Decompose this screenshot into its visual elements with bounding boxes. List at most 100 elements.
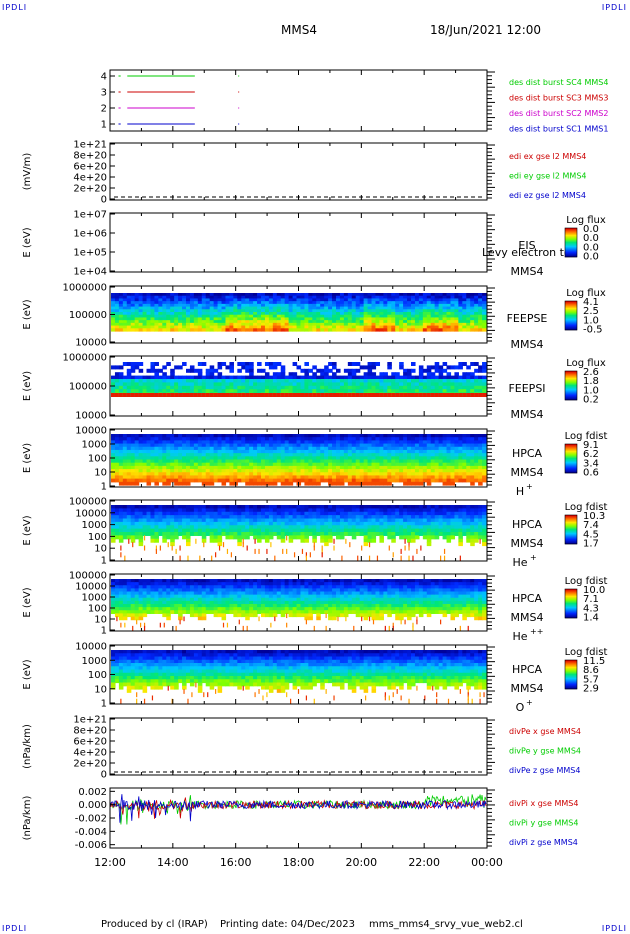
spectrogram-cell (201, 505, 207, 509)
spectrogram-cell (351, 518, 357, 523)
colorbar-swatch (565, 446, 577, 448)
spectrogram-cell (300, 434, 306, 438)
spectrogram-cell (482, 314, 487, 319)
spectrogram-cell (363, 528, 369, 533)
spectrogram-cell (414, 478, 420, 483)
spectrogram-cell (229, 293, 234, 297)
spectrogram-cell (343, 382, 349, 387)
spectrogram-cell (134, 317, 140, 321)
spectrogram-cell (395, 317, 400, 321)
spectrogram-cell (126, 521, 132, 526)
spectrogram-cell (296, 515, 302, 520)
spectrogram-cell (162, 437, 167, 441)
spectrogram-cell (446, 393, 452, 397)
spectrogram-cell (308, 469, 313, 473)
spectrogram-cell (371, 518, 377, 523)
spectrogram-cell (438, 314, 444, 319)
spectrogram-cell (438, 309, 444, 313)
spectrogram-cell (272, 328, 278, 332)
spectrogram-cell (249, 515, 254, 520)
spectrogram-cell (225, 453, 231, 457)
spectrogram-cell (450, 449, 456, 454)
spectrogram-cell (478, 298, 483, 302)
spectrogram-cell (170, 505, 175, 509)
spectrogram-cell (233, 521, 238, 526)
spectrogram-cell (470, 375, 475, 380)
spectrogram-cell (130, 385, 136, 390)
spectrogram-cell (280, 449, 286, 454)
spectrogram-cell (138, 505, 144, 509)
spectrogram-cell (138, 382, 144, 387)
spectrogram-cell (130, 312, 136, 316)
spectrogram-cell (359, 475, 365, 480)
spectrogram-cell (257, 434, 262, 438)
spectrogram-cell (118, 453, 124, 457)
spectrogram-cell (186, 538, 191, 543)
spectrogram-cell (300, 518, 306, 523)
spectrogram-cell (261, 382, 266, 387)
spectrogram-cell (375, 478, 381, 483)
colorbar-swatch (565, 320, 577, 322)
spectrogram-cell (237, 303, 242, 308)
spectrogram-cell (408, 542, 410, 548)
colorbar-swatch (565, 249, 577, 251)
spectrogram-cell (217, 508, 223, 513)
spectrogram-cell (118, 538, 124, 543)
spectrogram-cell (312, 322, 317, 327)
colorbar-tick-label: 1.0 (583, 385, 599, 396)
spectrogram-cell (292, 515, 298, 520)
spectrogram-cell (182, 320, 187, 324)
spectrogram-cell (414, 437, 420, 441)
spectrogram-cell (122, 469, 128, 473)
spectrogram-cell (257, 456, 262, 461)
spectrogram-cell (276, 465, 282, 470)
colorbar-swatch (565, 454, 577, 456)
spectrogram-cell (158, 437, 163, 441)
spectrogram-cell (284, 309, 290, 313)
spectrogram-cell (261, 325, 266, 329)
spectrogram-cell (197, 508, 203, 513)
spectrogram-cell (182, 449, 187, 454)
spectrogram-cell (217, 309, 223, 313)
spectrogram-cell (264, 295, 270, 300)
spectrogram-cell (403, 434, 408, 438)
spectrogram-cell (241, 456, 246, 461)
spectrogram-cell (371, 515, 377, 520)
spectrogram-cell (225, 365, 231, 370)
spectrogram-cell (434, 465, 440, 470)
spectrogram-cell (482, 475, 487, 480)
spectrogram-cell (174, 532, 179, 536)
spectrogram-cell (355, 306, 361, 310)
spectrogram-cell (174, 443, 179, 448)
spectrogram-cell (118, 372, 124, 377)
spectrogram-cell (288, 465, 294, 470)
spectrogram-cell (237, 295, 242, 300)
spectrogram-cell (276, 505, 282, 509)
spectrogram-cell (272, 298, 278, 302)
spectrogram-cell (411, 362, 416, 366)
spectrogram-cell (426, 453, 432, 457)
spectrogram-cell (308, 515, 313, 520)
spectrogram-cell (178, 437, 183, 441)
instrument-name: FEEPSE (507, 312, 548, 325)
spectrogram-cell (158, 453, 163, 457)
spectrogram-cell (411, 508, 416, 513)
spectrogram-cell (189, 525, 195, 530)
spectrogram-cell (379, 314, 384, 319)
spectrogram-cell (284, 525, 290, 530)
spectrogram-cell (300, 314, 306, 319)
spectrogram-cell (359, 382, 365, 387)
spectrogram-cell (280, 295, 286, 300)
spectrogram-cell (233, 518, 238, 523)
spectrogram-cell (438, 325, 444, 329)
spectrogram-cell (158, 368, 163, 373)
spectrogram-cell (411, 389, 416, 394)
spectrogram-cell (304, 301, 309, 305)
spectrogram-cell (466, 472, 471, 477)
spectrogram-cell (292, 459, 298, 464)
spectrogram-cell (446, 317, 452, 321)
spectrogram-cell (387, 393, 392, 397)
spectrogram-cell (217, 328, 223, 332)
spectrogram-cell (272, 440, 278, 445)
spectrogram-cell (312, 511, 317, 516)
